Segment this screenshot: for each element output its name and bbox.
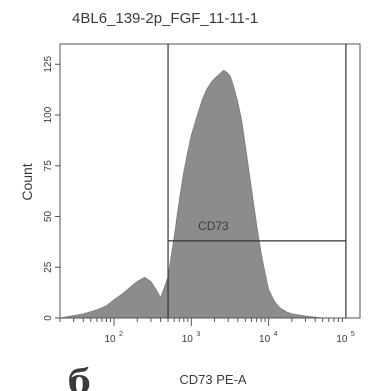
y-tick-label: 50 bbox=[43, 211, 54, 223]
x-tick-exponent: 5 bbox=[351, 331, 355, 338]
y-tick-label: 25 bbox=[43, 261, 54, 273]
plot-frame bbox=[59, 43, 361, 319]
x-tick-label: 10 bbox=[336, 334, 348, 345]
y-tick-label: 75 bbox=[43, 160, 54, 172]
x-tick-exponent: 2 bbox=[119, 331, 123, 338]
y-tick-label: 125 bbox=[43, 56, 54, 73]
x-tick-label: 10 bbox=[104, 334, 116, 345]
y-tick-label: 0 bbox=[43, 315, 54, 321]
gate-label: CD73 bbox=[198, 219, 229, 233]
chart-title: 4BL6_139-2p_FGF_11-11-1 bbox=[72, 10, 258, 27]
x-tick-label: 10 bbox=[182, 334, 194, 345]
x-axis-label: CD73 PE-A bbox=[179, 372, 247, 387]
y-tick-label: 100 bbox=[43, 106, 54, 123]
x-tick-exponent: 4 bbox=[274, 331, 278, 338]
x-tick-label: 10 bbox=[259, 334, 271, 345]
y-axis-label: Count bbox=[19, 163, 35, 200]
panel-label: б bbox=[68, 362, 91, 391]
histogram-area bbox=[59, 69, 346, 319]
x-tick-exponent: 3 bbox=[196, 331, 200, 338]
